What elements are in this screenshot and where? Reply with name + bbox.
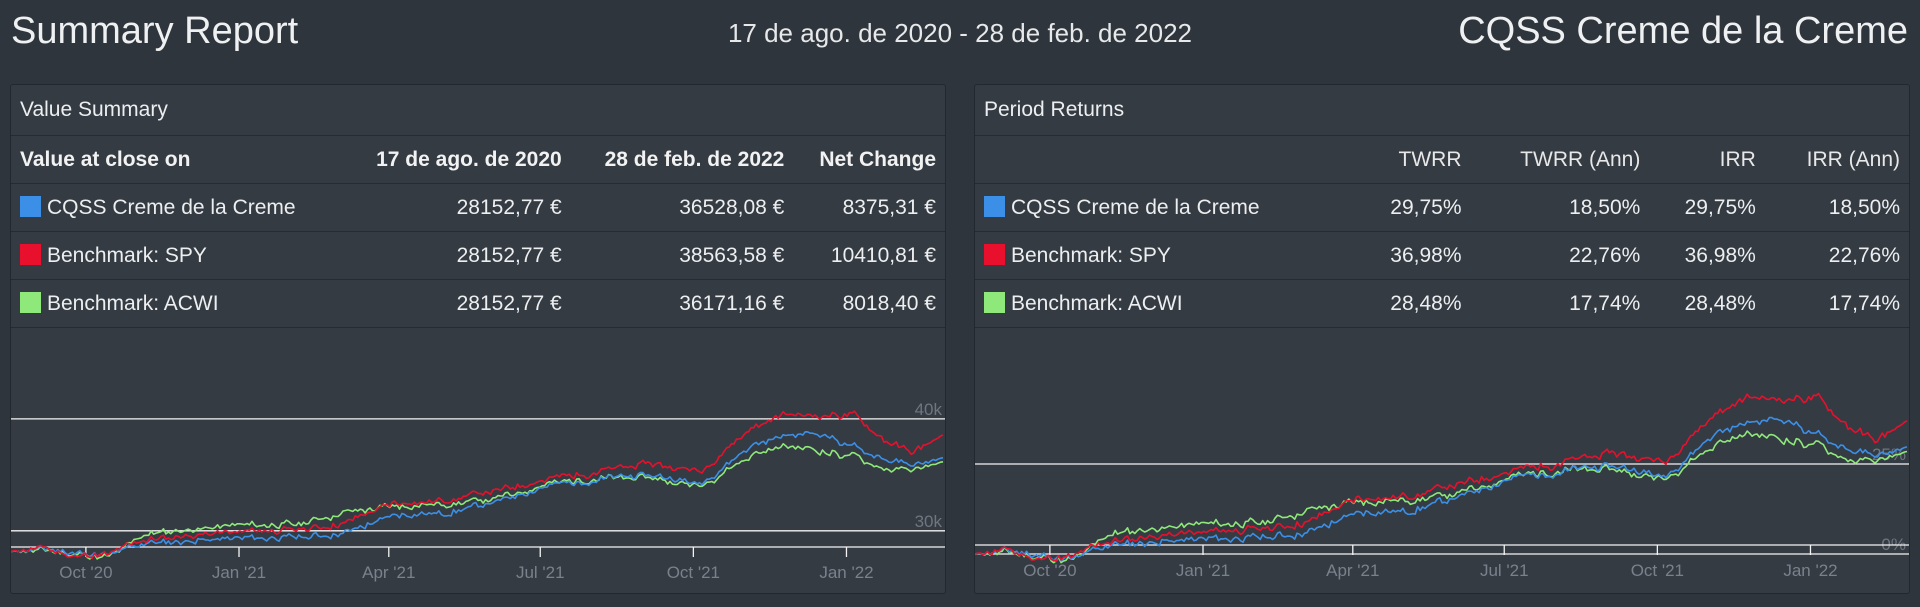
x-tick-label: Oct '21 (1631, 561, 1684, 580)
net-change: 8375,31 € (793, 183, 945, 232)
row-label: Benchmark: ACWI (47, 291, 219, 315)
row-label: CQSS Creme de la Creme (47, 195, 296, 219)
irr-value: 29,75% (1649, 183, 1765, 232)
column-header: 28 de feb. de 2022 (570, 136, 794, 184)
period-returns-panel: Period Returns TWRR TWRR (Ann) IRR IRR (… (974, 84, 1910, 594)
column-header: IRR (1649, 136, 1765, 184)
x-tick-label: Oct '20 (1023, 561, 1076, 580)
x-tick-label: Jan '22 (1783, 561, 1837, 580)
date-range: 17 de ago. de 2020 - 28 de feb. de 2022 (727, 18, 1193, 48)
x-tick-label: Jul '21 (1480, 561, 1529, 580)
panel-title: Value Summary (11, 85, 945, 136)
column-header (975, 136, 1355, 184)
irr-ann-value: 18,50% (1764, 183, 1909, 232)
column-header: TWRR (1355, 136, 1471, 184)
twrr-ann-value: 17,74% (1470, 279, 1650, 328)
row-name-cell: Benchmark: SPY (975, 231, 1355, 280)
x-tick-label: Jul '21 (516, 563, 565, 582)
series-line-spy (975, 392, 1908, 562)
row-label: Benchmark: ACWI (1011, 291, 1183, 315)
table-row: CQSS Creme de la Creme 29,75% 18,50% 29,… (975, 183, 1909, 232)
table-row: Benchmark: ACWI 28152,77 € 36171,16 € 80… (11, 279, 945, 328)
column-header: IRR (Ann) (1764, 136, 1909, 184)
start-value: 28152,77 € (341, 279, 571, 328)
end-value: 36528,08 € (570, 183, 794, 232)
x-tick-label: Jan '22 (819, 563, 873, 582)
series-color-swatch (20, 195, 41, 217)
table-header-row: TWRR TWRR (Ann) IRR IRR (Ann) (975, 136, 1909, 184)
x-tick-label: Oct '21 (667, 563, 720, 582)
twrr-ann-value: 18,50% (1470, 183, 1650, 232)
series-line-spy (11, 410, 944, 559)
irr-ann-value: 17,74% (1764, 279, 1909, 328)
value-summary-table: Value at close on 17 de ago. de 2020 28 … (11, 136, 945, 328)
series-line-acwi (975, 430, 1908, 564)
portfolio-name: CQSS Creme de la Creme (1458, 10, 1908, 52)
twrr-ann-value: 22,76% (1470, 231, 1650, 280)
series-color-swatch (984, 243, 1005, 265)
value-summary-panel: Value Summary Value at close on 17 de ag… (10, 84, 946, 594)
series-color-swatch (20, 291, 41, 313)
table-row: Benchmark: ACWI 28,48% 17,74% 28,48% 17,… (975, 279, 1909, 328)
series-color-swatch (20, 243, 41, 265)
series-line-acwi (11, 443, 944, 560)
page-title: Summary Report (11, 10, 299, 52)
irr-value: 28,48% (1649, 279, 1765, 328)
row-label: Benchmark: SPY (47, 243, 207, 267)
net-change: 8018,40 € (793, 279, 945, 328)
series-line-portfolio (975, 416, 1908, 562)
row-name-cell: Benchmark: SPY (11, 231, 342, 280)
twrr-value: 36,98% (1355, 231, 1471, 280)
period-returns-table: TWRR TWRR (Ann) IRR IRR (Ann) CQSS Creme… (975, 136, 1909, 328)
end-value: 38563,58 € (570, 231, 794, 280)
column-header: Net Change (793, 136, 945, 184)
table-row: Benchmark: SPY 28152,77 € 38563,58 € 104… (11, 231, 945, 280)
column-header: 17 de ago. de 2020 (341, 136, 571, 184)
row-label: CQSS Creme de la Creme (1011, 195, 1260, 219)
table-row: CQSS Creme de la Creme 28152,77 € 36528,… (11, 183, 945, 232)
row-label: Benchmark: SPY (1011, 243, 1171, 267)
value-chart: 40k 30k Oct '20 Jan '21 Apr '21 Jul '21 Oct '2… (11, 400, 945, 582)
twrr-value: 29,75% (1355, 183, 1471, 232)
net-change: 10410,81 € (793, 231, 945, 280)
start-value: 28152,77 € (341, 183, 571, 232)
x-tick-label: Oct '20 (59, 563, 112, 582)
returns-chart: 25%0%Oct '20 Jan '21 Apr '21 Jul '21 Oct '21… (975, 392, 1909, 580)
x-tick-label: Jan '21 (212, 563, 266, 582)
start-value: 28152,77 € (341, 231, 571, 280)
y-tick-label: 30k (915, 512, 943, 531)
table-header-row: Value at close on 17 de ago. de 2020 28 … (11, 136, 945, 184)
series-line-portfolio (11, 430, 944, 558)
column-header: TWRR (Ann) (1470, 136, 1650, 184)
column-header: Value at close on (11, 136, 342, 184)
x-tick-label: Jan '21 (1176, 561, 1230, 580)
end-value: 36171,16 € (570, 279, 794, 328)
row-name-cell: CQSS Creme de la Creme (11, 183, 342, 232)
x-tick-label: Apr '21 (1326, 561, 1379, 580)
y-tick-label: 40k (915, 400, 943, 419)
irr-ann-value: 22,76% (1764, 231, 1909, 280)
series-color-swatch (984, 195, 1005, 217)
row-name-cell: Benchmark: ACWI (11, 279, 342, 328)
report-header: Summary Report 17 de ago. de 2020 - 28 d… (0, 0, 1920, 66)
twrr-value: 28,48% (1355, 279, 1471, 328)
x-tick-label: Apr '21 (362, 563, 415, 582)
table-row: Benchmark: SPY 36,98% 22,76% 36,98% 22,7… (975, 231, 1909, 280)
row-name-cell: Benchmark: ACWI (975, 279, 1355, 328)
irr-value: 36,98% (1649, 231, 1765, 280)
row-name-cell: CQSS Creme de la Creme (975, 183, 1355, 232)
series-color-swatch (984, 291, 1005, 313)
panel-title: Period Returns (975, 85, 1909, 136)
